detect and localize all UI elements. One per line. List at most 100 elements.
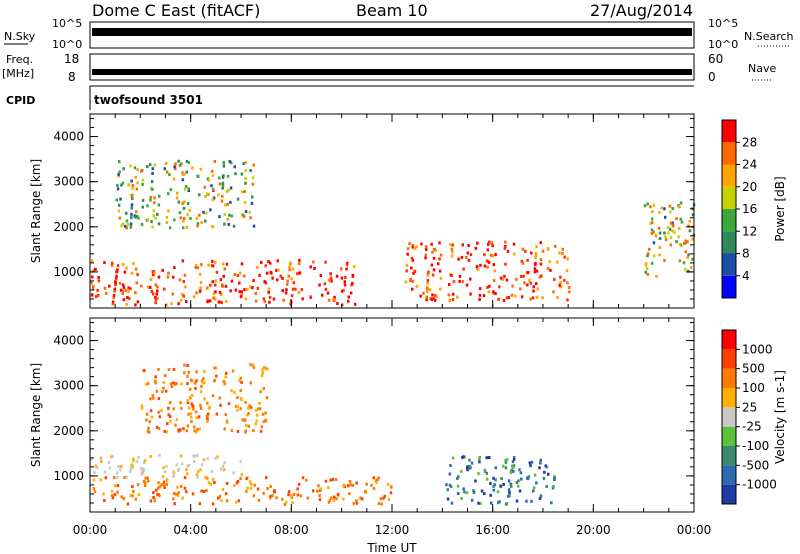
heatmap-cell: [156, 212, 159, 216]
heatmap-cell: [431, 250, 434, 254]
heatmap-cell: [180, 382, 183, 386]
heatmap-cell: [140, 284, 143, 288]
heatmap-cell: [205, 211, 208, 215]
heatmap-cell: [220, 199, 224, 203]
heatmap-cell: [102, 492, 105, 496]
heatmap-cell: [178, 278, 182, 282]
heatmap-cell: [650, 232, 654, 235]
heatmap-cell: [219, 403, 222, 407]
heatmap-cell: [652, 230, 655, 234]
y-tick-label: 2000: [53, 220, 84, 234]
heatmap-cell: [232, 471, 235, 475]
heatmap-cell: [512, 457, 516, 461]
heatmap-cell: [195, 370, 198, 374]
heatmap-cell: [206, 286, 209, 290]
heatmap-cell: [120, 183, 123, 187]
freq-tick-bottom: 8: [68, 70, 76, 84]
heatmap-cell: [196, 428, 199, 432]
heatmap-cell: [154, 381, 158, 385]
heatmap-cell: [284, 291, 288, 295]
heatmap-cell: [123, 476, 126, 479]
nsky-tick-bottom: 10^0: [52, 38, 82, 51]
heatmap-cell: [349, 483, 352, 487]
cpid-panel: CPID twofsound 3501: [6, 85, 694, 110]
heatmap-cell: [664, 215, 667, 219]
heatmap-cell: [116, 484, 120, 487]
heatmap-cell: [160, 483, 163, 487]
heatmap-cell: [317, 484, 320, 488]
heatmap-cell: [275, 268, 278, 272]
heatmap-cell: [245, 424, 248, 427]
heatmap-cell: [183, 476, 187, 480]
heatmap-cell: [286, 282, 289, 286]
heatmap-cell: [462, 487, 465, 491]
heatmap-cell: [157, 367, 160, 371]
heatmap-cell: [150, 289, 153, 293]
heatmap-cell: [240, 397, 243, 400]
heatmap-cell: [485, 477, 489, 481]
heatmap-cell: [186, 374, 189, 378]
heatmap-cell: [532, 489, 535, 493]
heatmap-cell: [487, 260, 491, 264]
heatmap-cell: [542, 476, 546, 480]
heatmap-cell: [256, 266, 259, 269]
heatmap-cell: [539, 461, 542, 465]
heatmap-cell: [224, 371, 228, 375]
heatmap-cell: [258, 401, 261, 405]
heatmap-cell: [154, 488, 158, 492]
heatmap-cell: [174, 167, 177, 171]
heatmap-cell: [546, 266, 550, 270]
colorbar-segment: [722, 253, 736, 276]
heatmap-cell: [182, 217, 186, 220]
heatmap-cell: [136, 483, 140, 487]
heatmap-cell: [252, 429, 255, 432]
heatmap-cell: [206, 401, 209, 405]
heatmap-cell: [156, 486, 160, 490]
colorbar-segment: [722, 368, 736, 388]
y-tick-label: 4000: [53, 334, 84, 348]
colorbar-segment: [722, 465, 736, 485]
heatmap-cell: [249, 216, 252, 220]
heatmap-cell: [492, 484, 495, 488]
heatmap-cell: [288, 265, 291, 269]
heatmap-cell: [432, 268, 436, 272]
heatmap-cell: [513, 252, 516, 256]
heatmap-cell: [467, 258, 471, 262]
heatmap-cell: [567, 286, 571, 290]
heatmap-cell: [502, 298, 506, 302]
heatmap-cell: [492, 279, 496, 283]
heatmap-cell: [254, 299, 258, 303]
heatmap-cell: [430, 242, 433, 246]
heatmap-cell: [552, 484, 555, 488]
x-tick-label: 16:00: [475, 523, 510, 537]
heatmap-cell: [200, 221, 203, 224]
heatmap-cell: [469, 253, 473, 257]
heatmap-cell: [121, 289, 125, 293]
heatmap-cell: [318, 494, 321, 498]
heatmap-cell: [108, 466, 112, 470]
heatmap-cell: [243, 418, 247, 422]
heatmap-cell: [382, 496, 385, 500]
heatmap-cell: [498, 285, 501, 289]
heatmap-cell: [240, 190, 244, 194]
heatmap-cell: [324, 287, 328, 291]
heatmap-cell: [260, 425, 264, 429]
heatmap-cell: [206, 476, 209, 480]
heatmap-cell: [355, 481, 358, 485]
heatmap-cell: [156, 492, 159, 496]
heatmap-cell: [236, 479, 240, 483]
heatmap-cell: [223, 213, 227, 216]
heatmap-cell: [221, 283, 224, 287]
heatmap-cell: [238, 379, 241, 383]
heatmap-cell: [550, 501, 553, 505]
heatmap-cell: [197, 415, 201, 419]
heatmap-cell: [239, 376, 242, 380]
heatmap-cell: [220, 293, 223, 297]
heatmap-cell: [246, 287, 249, 291]
heatmap-cell: [151, 172, 154, 175]
heatmap-cell: [411, 287, 414, 291]
heatmap-cell: [110, 494, 114, 498]
heatmap-cell: [318, 498, 322, 502]
heatmap-cell: [158, 194, 161, 198]
heatmap-cell: [149, 454, 152, 458]
